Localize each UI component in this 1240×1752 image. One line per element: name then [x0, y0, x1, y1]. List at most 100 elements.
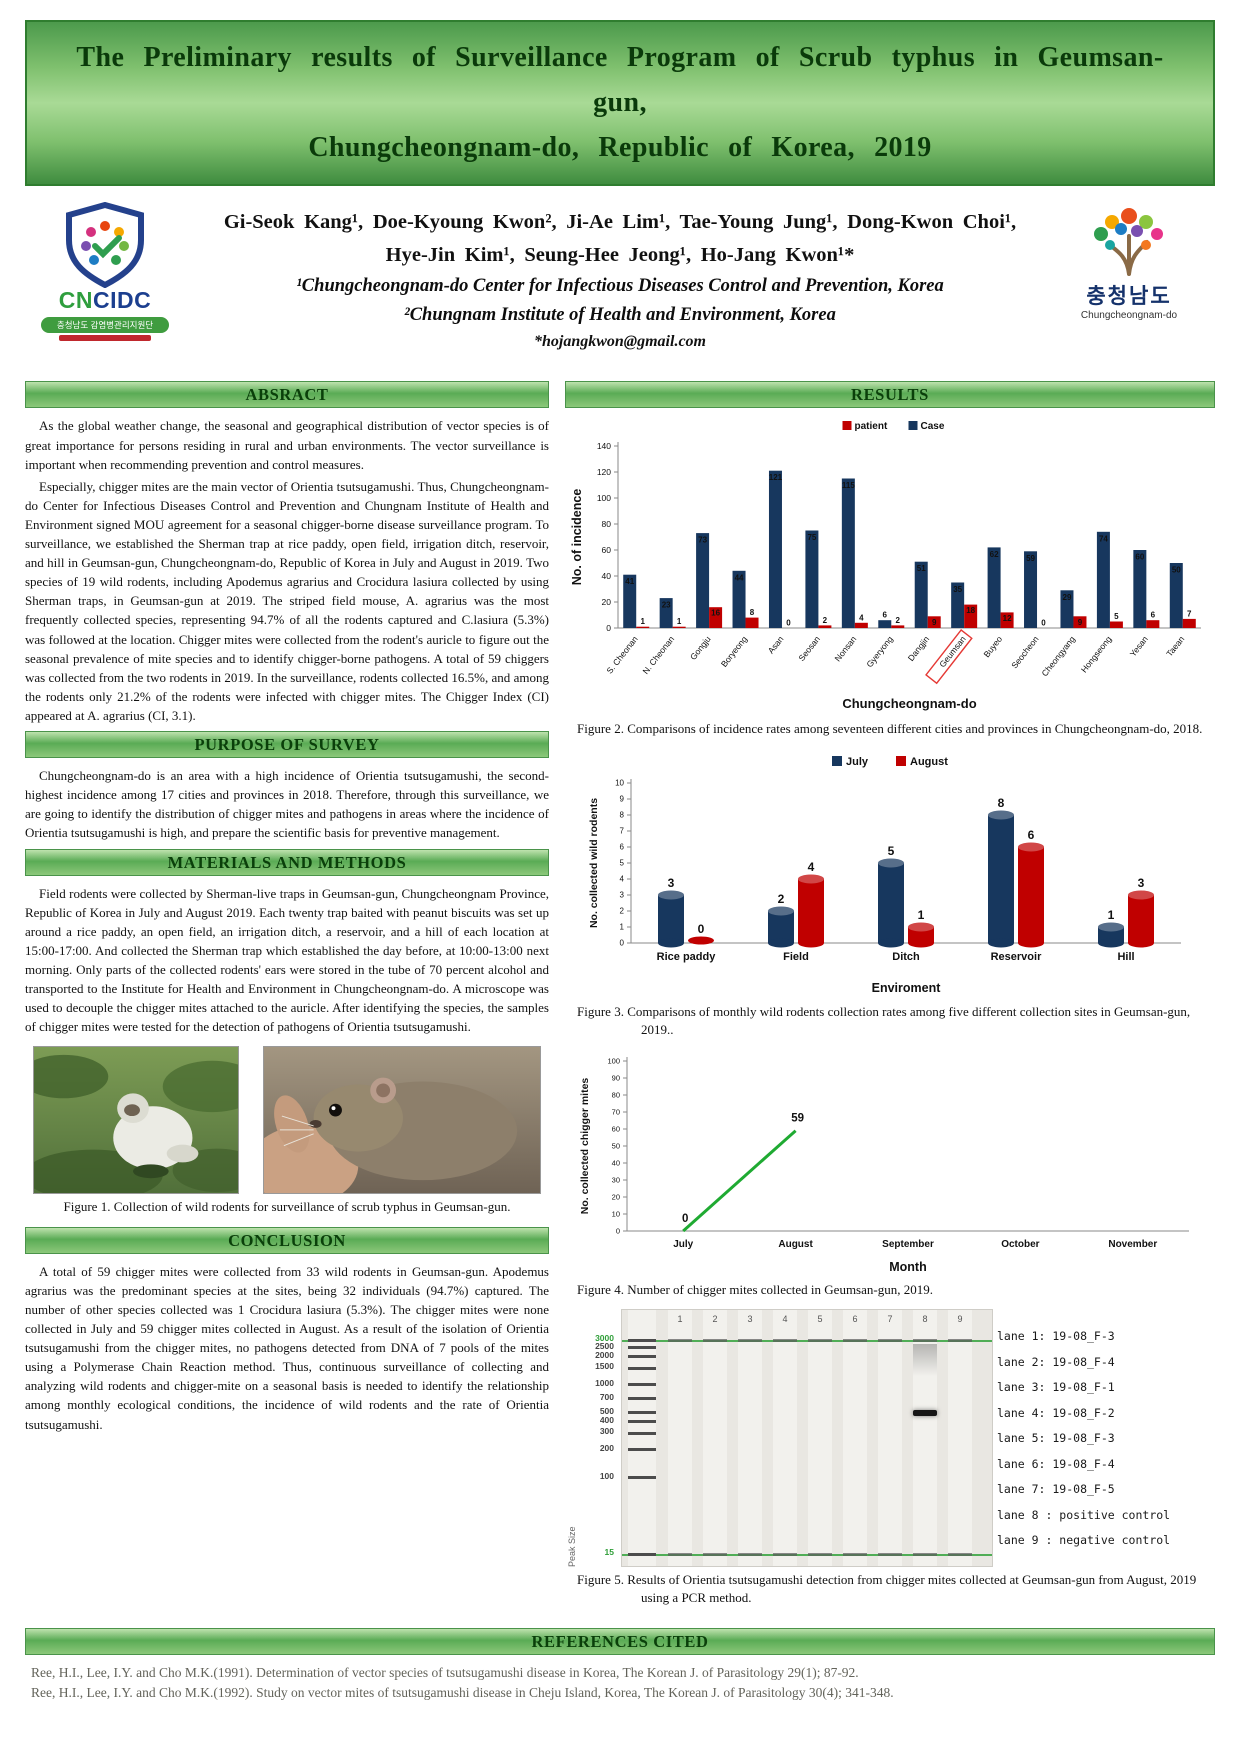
svg-text:Enviroment: Enviroment [872, 981, 942, 995]
figure1-caption: Figure 1. Collection of wild rodents for… [63, 1199, 511, 1215]
chungnam-emblem-icon [1094, 208, 1163, 277]
svg-text:0: 0 [698, 922, 705, 936]
svg-text:40: 40 [612, 1158, 620, 1167]
figure3-chart: July August 0 1 2 3 4 5 6 7 8 9 10 3 0 Rice paddy 2 4 Fiel… [565, 749, 1215, 999]
gel-ladder-band [628, 1338, 656, 1342]
right-column: RESULTS patient Case 0 20 40 60 80 100 120 140 41 1… [565, 375, 1215, 1617]
svg-text:patient: patient [854, 421, 887, 432]
gel-sample-lane [913, 1310, 937, 1567]
gel-sample-lane [773, 1310, 797, 1567]
abstract-heading: ABSRACT [25, 381, 549, 409]
svg-text:50: 50 [1171, 566, 1180, 575]
gel-size-label: 2000 [595, 1349, 614, 1360]
svg-text:121: 121 [768, 474, 782, 483]
svg-text:51: 51 [916, 565, 925, 574]
svg-text:8: 8 [998, 796, 1005, 810]
svg-text:3: 3 [620, 890, 625, 899]
gel-sample-lane [808, 1310, 832, 1567]
svg-text:Boryeong: Boryeong [718, 634, 748, 669]
gel-size-label: 200 [599, 1442, 614, 1453]
gel-lane-number: 7 [887, 1314, 893, 1325]
figure2-caption: Figure 2. Comparisons of incidence rates… [577, 721, 1203, 737]
svg-text:Chungcheongnam-do: Chungcheongnam-do [842, 696, 976, 711]
gel-sample-lane [843, 1310, 867, 1567]
gel-lane-number: 9 [957, 1314, 963, 1325]
svg-text:1: 1 [620, 922, 625, 931]
gel-marker-line [622, 1340, 992, 1343]
gel-lane-number: 8 [922, 1314, 928, 1325]
svg-text:0: 0 [786, 619, 791, 628]
svg-text:10: 10 [615, 778, 624, 787]
svg-text:8: 8 [620, 810, 625, 819]
cncidc-wordmark: CNCIDC [41, 288, 169, 313]
gel-lane-number: 6 [852, 1314, 858, 1325]
svg-text:60: 60 [1135, 553, 1144, 562]
gel-sample-lane [738, 1310, 762, 1567]
gel-lane-number: 4 [782, 1314, 788, 1325]
gel-size-label: 100 [599, 1470, 614, 1481]
svg-text:July: July [846, 756, 869, 768]
gel-marker-band [843, 1552, 867, 1556]
svg-text:18: 18 [966, 606, 975, 615]
authors-line-2: Hye-Jin Kim¹, Seung-Hee Jeong¹, Ho-Jang … [385, 244, 855, 267]
svg-text:10: 10 [612, 1209, 620, 1218]
svg-text:2: 2 [895, 616, 900, 625]
gel-lane-label: lane 8 : positive control [997, 1507, 1171, 1522]
svg-text:Seosan: Seosan [796, 634, 822, 663]
methods-heading: MATERIALS AND METHODS [25, 848, 549, 876]
svg-text:Gyeryong: Gyeryong [864, 634, 895, 669]
left-column: ABSRACT As the global weather change, th… [25, 375, 549, 1617]
fig1-photo-fieldwork [33, 1046, 239, 1195]
svg-text:3: 3 [1138, 876, 1145, 890]
svg-text:Field: Field [783, 951, 809, 963]
svg-text:No. collected chigger mites: No. collected chigger mites [579, 1078, 591, 1215]
gel-lane-label: lane 7: 19-08_F-5 [997, 1482, 1115, 1497]
gel-ladder-band [628, 1383, 656, 1386]
svg-text:9: 9 [1077, 618, 1082, 627]
gel-ladder-band [628, 1431, 656, 1435]
figure4-chart: 0 10 20 30 40 50 60 70 80 90 100 July August Septembe… [565, 1049, 1215, 1277]
svg-text:0: 0 [620, 938, 625, 947]
gel-lane-label: lane 5: 19-08_F-3 [997, 1431, 1115, 1446]
gel-ladder-band [628, 1552, 656, 1556]
affiliation-2: ²Chungnam Institute of Health and Enviro… [404, 304, 836, 325]
svg-text:0: 0 [682, 1213, 688, 1225]
reference-item: Ree, H.I., Lee, I.Y. and Cho M.K.(1991).… [31, 1664, 859, 1680]
reference-item: Ree, H.I., Lee, I.Y. and Cho M.K.(1992).… [31, 1685, 894, 1701]
svg-text:August: August [910, 756, 948, 768]
svg-text:Buyeo: Buyeo [981, 634, 1004, 659]
svg-text:November: November [1108, 1239, 1157, 1250]
gel-size-label: 2500 [595, 1340, 614, 1351]
svg-text:1: 1 [1108, 908, 1115, 922]
svg-text:50: 50 [612, 1141, 620, 1150]
svg-text:100: 100 [607, 1056, 620, 1065]
gel-marker-band [703, 1552, 727, 1556]
cncidc-shield-icon [66, 202, 144, 289]
poster-title: The Preliminary results of Surveillance … [76, 42, 1164, 163]
abstract-paragraph-2: Especially, chigger mites are the main v… [25, 478, 549, 724]
cncidc-korean-bar: 충청남도 감염병관리지원단 [41, 316, 169, 333]
svg-text:1: 1 [676, 618, 681, 627]
gel-size-label: 1000 [595, 1377, 614, 1388]
svg-text:9: 9 [620, 794, 625, 803]
svg-text:5: 5 [620, 858, 625, 867]
gel-size-label: 400 [599, 1414, 614, 1425]
svg-text:20: 20 [601, 597, 611, 607]
svg-text:Seocheon: Seocheon [1009, 634, 1041, 671]
svg-text:Hongseong: Hongseong [1078, 634, 1113, 675]
svg-text:Asan: Asan [765, 634, 785, 656]
gel-lane-labels: lane 1: 19-08_F-3 lane 2: 19-08_F-4 lane 3… [997, 1309, 1215, 1559]
gel-ylabel: Peak Size [567, 1526, 577, 1568]
gel-lane-label: lane 4: 19-08_F-2 [997, 1405, 1115, 1420]
svg-text:Month: Month [889, 1260, 926, 1274]
gel-size-label: 700 [599, 1391, 614, 1402]
svg-text:Cheongyang: Cheongyang [1039, 634, 1077, 678]
gel-marker-band [808, 1552, 832, 1556]
svg-text:30: 30 [612, 1175, 620, 1184]
svg-text:73: 73 [698, 536, 707, 545]
svg-text:59: 59 [791, 1113, 804, 1125]
methods-paragraph: Field rodents were collected by Sherman-… [25, 885, 549, 1035]
svg-text:2: 2 [620, 906, 625, 915]
svg-text:Rice paddy: Rice paddy [657, 951, 717, 963]
